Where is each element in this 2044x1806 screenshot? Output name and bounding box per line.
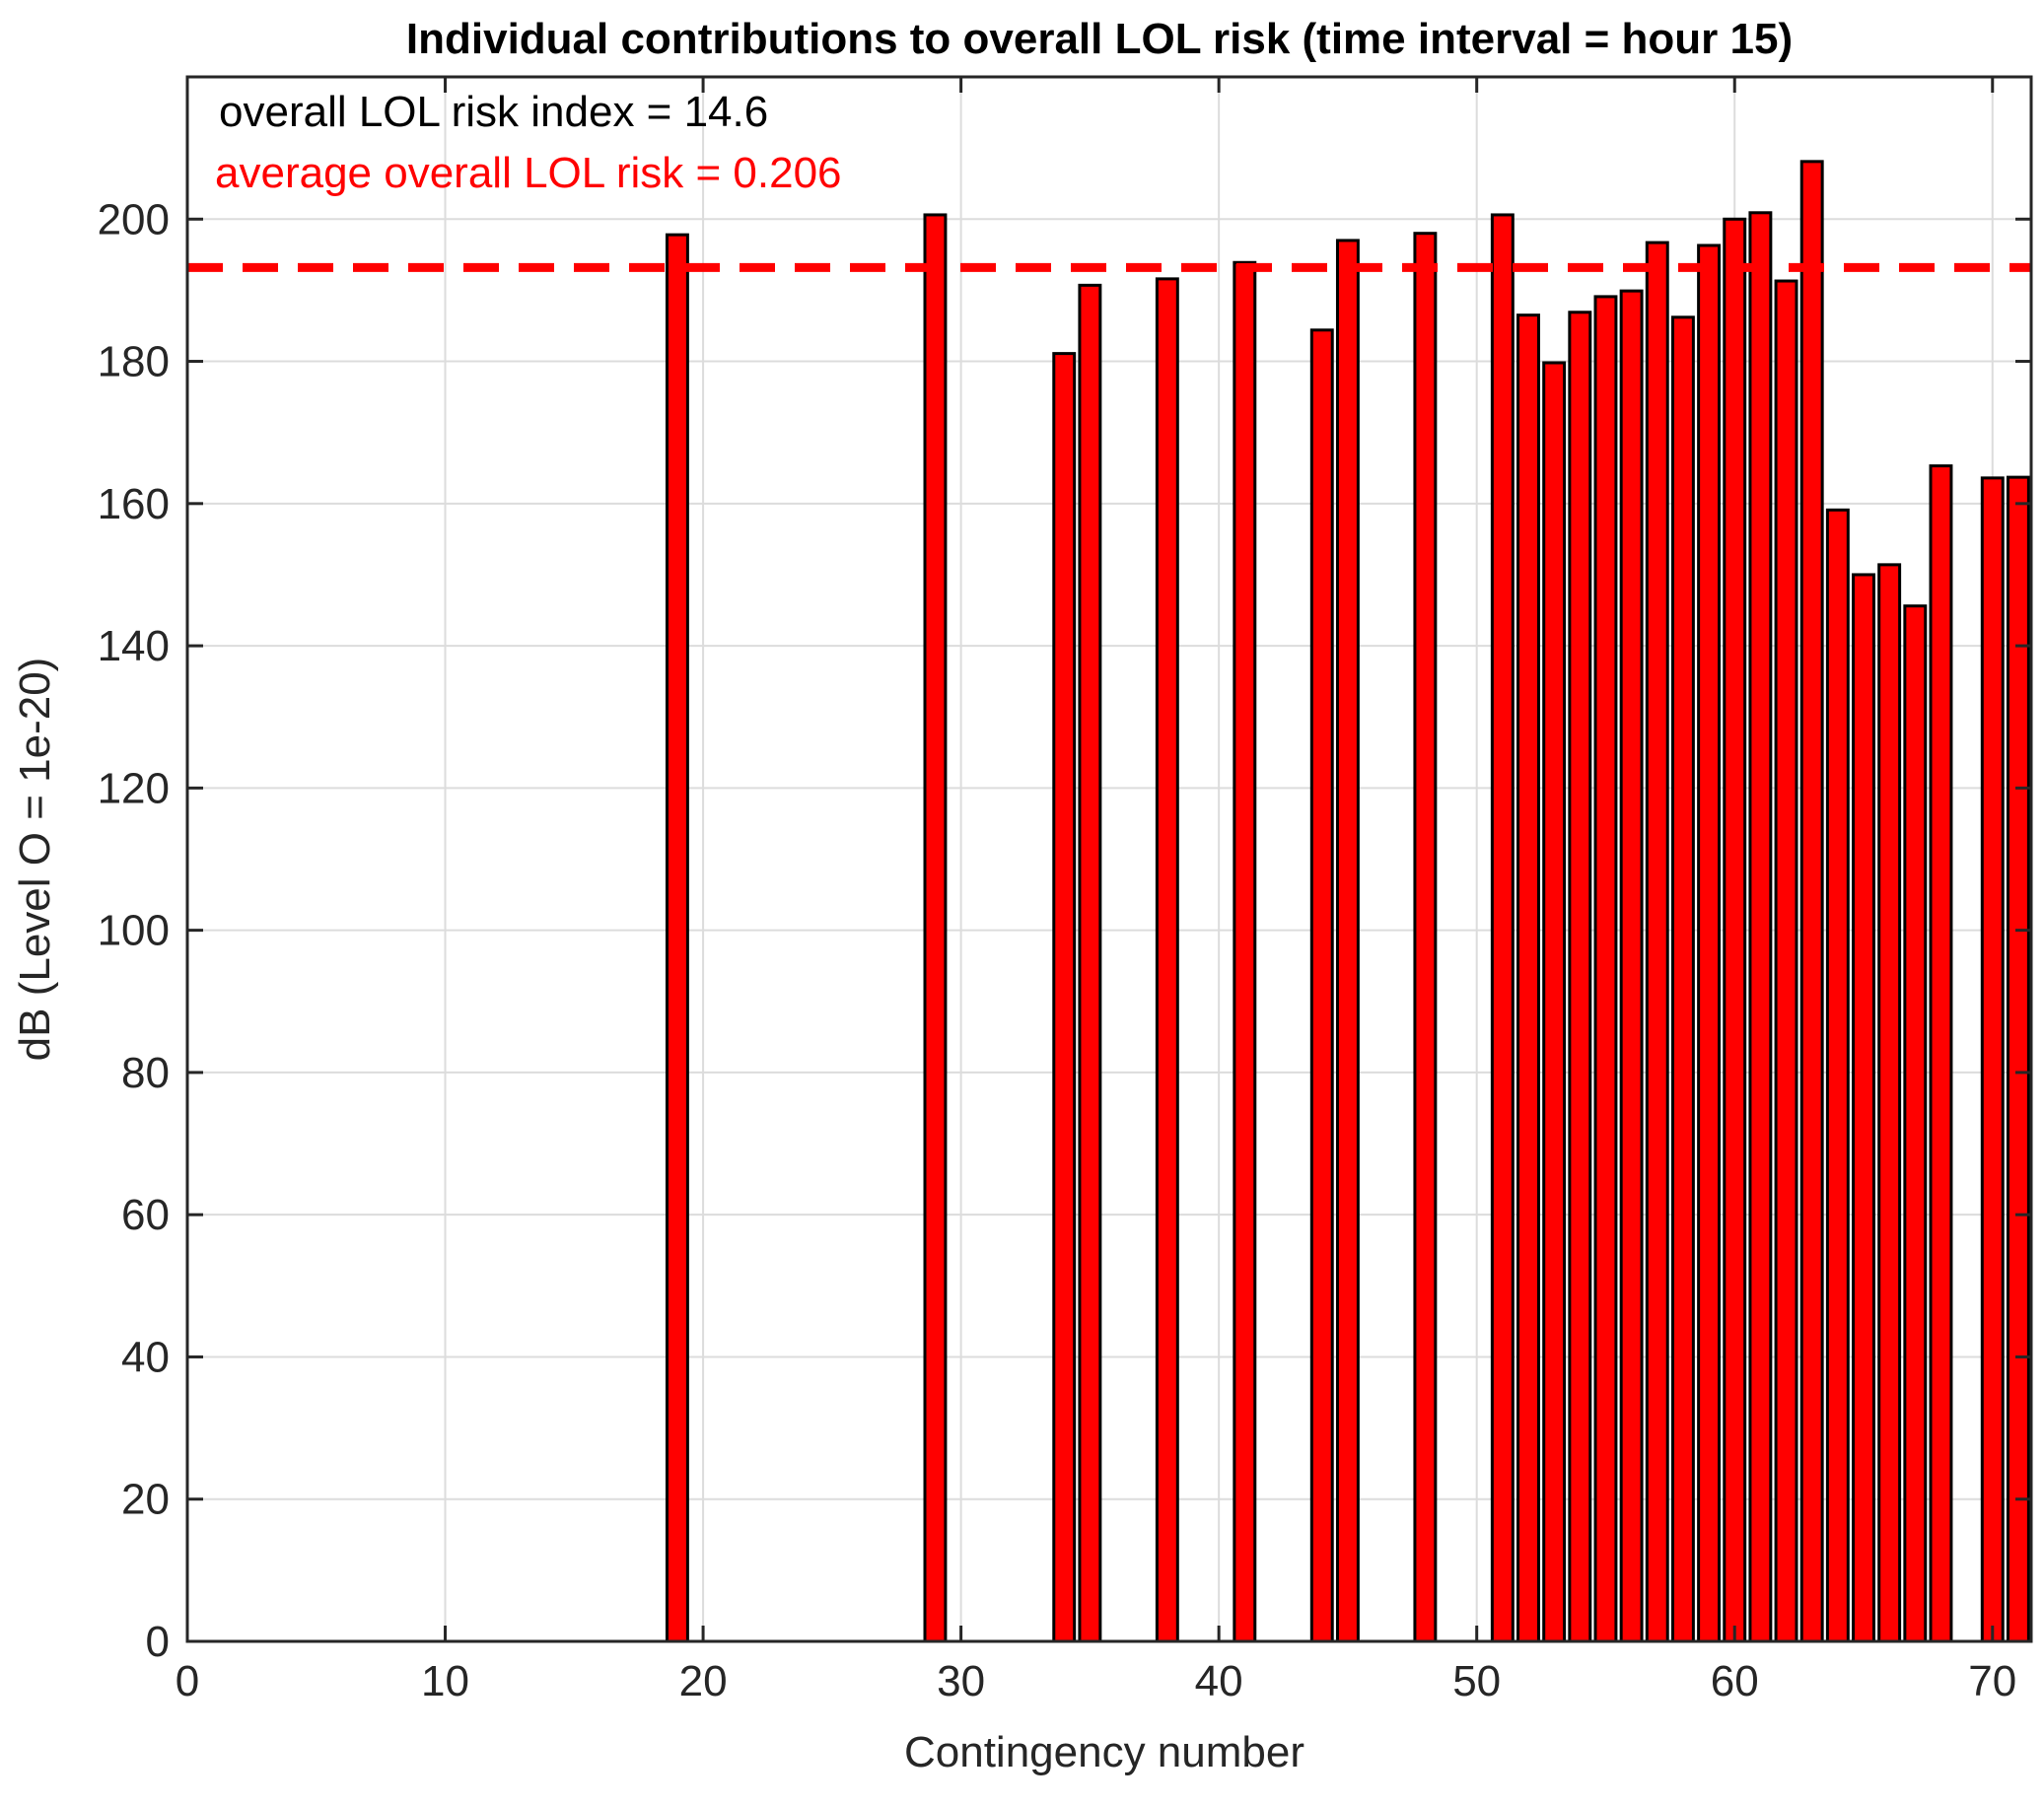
bar-52 bbox=[1516, 313, 1540, 1643]
bar-29 bbox=[923, 213, 948, 1643]
bar-61 bbox=[1748, 211, 1773, 1643]
axes-layer bbox=[185, 75, 2033, 1643]
y-tick-label: 120 bbox=[98, 764, 170, 812]
bar-64 bbox=[1825, 508, 1850, 1643]
annotation-risk-index: overall LOL risk index = 14.6 bbox=[219, 88, 768, 136]
y-tick-label: 60 bbox=[121, 1191, 170, 1239]
bar-44 bbox=[1309, 328, 1334, 1643]
y-tick-label: 180 bbox=[98, 338, 170, 386]
bar-45 bbox=[1335, 239, 1360, 1643]
bar-58 bbox=[1670, 315, 1695, 1643]
bar-66 bbox=[1877, 563, 1902, 1643]
x-tick-label: 30 bbox=[937, 1657, 985, 1705]
x-tick-label: 20 bbox=[679, 1657, 728, 1705]
bar-41 bbox=[1233, 260, 1257, 1643]
bar-70 bbox=[1980, 476, 2005, 1643]
bar-57 bbox=[1645, 241, 1669, 1643]
bars-layer bbox=[665, 160, 2030, 1643]
bar-71 bbox=[2006, 475, 2030, 1643]
y-tick-label: 40 bbox=[121, 1333, 170, 1381]
bar-53 bbox=[1542, 361, 1567, 1643]
y-tick-label: 200 bbox=[98, 195, 170, 243]
ticks-layer: 0 10 20 30 40 50 60 70 0 20 40 60 80 100 120 140 160 180 2… bbox=[98, 77, 2031, 1705]
y-tick-label: 100 bbox=[98, 907, 170, 955]
bar-60 bbox=[1723, 217, 1747, 1643]
bar-56 bbox=[1619, 289, 1644, 1643]
bar-55 bbox=[1593, 295, 1618, 1643]
bar-62 bbox=[1774, 279, 1798, 1643]
y-tick-label: 140 bbox=[98, 622, 170, 670]
x-tick-label: 0 bbox=[176, 1657, 199, 1705]
x-tick-label: 50 bbox=[1452, 1657, 1501, 1705]
bar-67 bbox=[1903, 604, 1928, 1643]
bar-38 bbox=[1155, 277, 1179, 1643]
chart-title: Individual contributions to overall LOL … bbox=[406, 15, 1793, 63]
bar-54 bbox=[1568, 311, 1592, 1643]
bar-65 bbox=[1852, 573, 1875, 1643]
y-tick-label: 0 bbox=[146, 1618, 170, 1666]
bar-35 bbox=[1078, 283, 1102, 1643]
bar-68 bbox=[1929, 464, 1953, 1643]
y-axis-label: dB (Level O = 1e-20) bbox=[11, 658, 59, 1062]
annotation-average-risk: average overall LOL risk = 0.206 bbox=[215, 149, 842, 197]
x-tick-label: 60 bbox=[1711, 1657, 1759, 1705]
bar-48 bbox=[1413, 232, 1438, 1643]
x-axis-label: Contingency number bbox=[904, 1728, 1304, 1776]
x-tick-label: 40 bbox=[1195, 1657, 1243, 1705]
plot-frame bbox=[185, 75, 2033, 1643]
bar-34 bbox=[1052, 352, 1077, 1643]
bar-51 bbox=[1490, 213, 1515, 1643]
bar-19 bbox=[665, 233, 689, 1643]
x-tick-label: 10 bbox=[421, 1657, 469, 1705]
y-tick-label: 20 bbox=[121, 1476, 170, 1524]
bar-63 bbox=[1799, 160, 1824, 1643]
bar-59 bbox=[1697, 243, 1722, 1643]
y-tick-label: 80 bbox=[121, 1049, 170, 1097]
x-tick-label: 70 bbox=[1968, 1657, 2016, 1705]
y-tick-label: 160 bbox=[98, 480, 170, 528]
